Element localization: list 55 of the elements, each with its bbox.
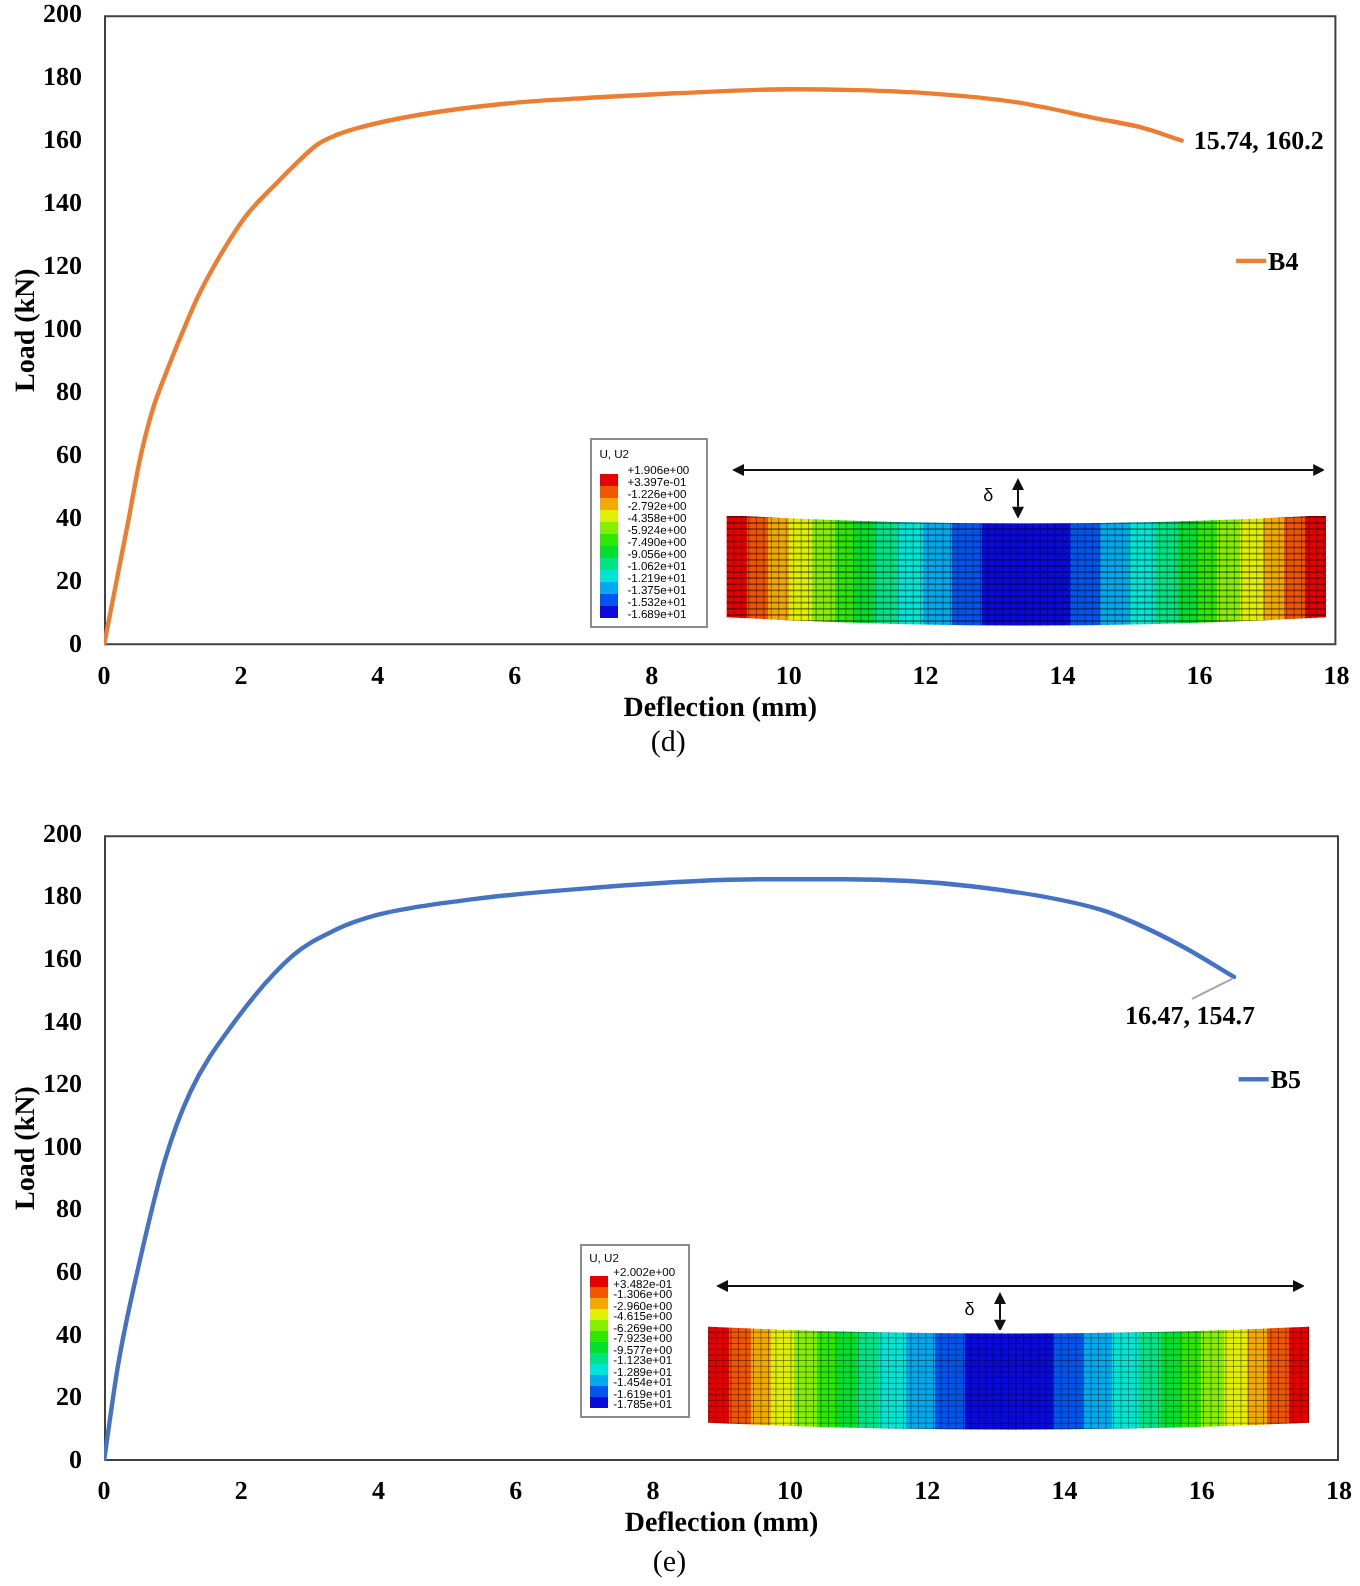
x-tick-label: 14 xyxy=(1049,659,1077,690)
x-tick-label: 12 xyxy=(914,1475,941,1506)
x-tick-label: 8 xyxy=(646,1475,661,1506)
annotation: 16.47, 154.7 xyxy=(1125,999,1257,1030)
y-tick-label: 20 xyxy=(56,1381,82,1412)
x-tick-label: 18 xyxy=(1326,1475,1353,1506)
y-tick-label: 100 xyxy=(43,1130,82,1161)
y-tick-label: 180 xyxy=(43,880,82,911)
x-tick-label: 4 xyxy=(371,1475,386,1506)
y-tick-label: 200 xyxy=(43,0,82,28)
x-tick-label: 16 xyxy=(1188,1475,1216,1506)
y-tick-label: 0 xyxy=(69,1443,82,1474)
x-tick-label: 0 xyxy=(97,659,111,690)
y-tick-label: 0 xyxy=(69,627,82,658)
x-tick-label: 10 xyxy=(777,1475,804,1506)
x-axis-title: Deflection (mm) xyxy=(624,1509,819,1540)
x-tick-label: 2 xyxy=(234,1475,248,1506)
x-tick-label: 8 xyxy=(645,659,660,690)
y-tick-label: 120 xyxy=(43,249,82,280)
text: (d) xyxy=(650,727,686,760)
annotation: δ xyxy=(964,1298,975,1319)
x-tick-label: 0 xyxy=(97,1475,111,1506)
y-tick-label: 40 xyxy=(56,501,82,532)
y-tick-label: 100 xyxy=(43,312,82,343)
x-tick-label: 12 xyxy=(912,659,939,690)
y-axis-title: Load (kN) xyxy=(12,267,43,393)
x-tick-label: 4 xyxy=(371,659,386,690)
x-tick-label: 18 xyxy=(1323,659,1351,690)
y-tick-label: 140 xyxy=(43,186,82,217)
y-tick-label: 80 xyxy=(56,375,82,406)
y-tick-label: 60 xyxy=(56,438,82,469)
x-tick-label: 6 xyxy=(508,659,523,690)
legend-label: B4 xyxy=(1268,245,1300,276)
x-axis-title: Deflection (mm) xyxy=(623,693,818,724)
line-series xyxy=(104,87,1184,646)
y-tick-label: 180 xyxy=(43,60,82,91)
y-tick-label: 120 xyxy=(43,1068,82,1099)
y-tick-label: 140 xyxy=(43,1005,82,1036)
x-tick-label: 16 xyxy=(1186,659,1214,690)
x-tick-label: 2 xyxy=(234,659,248,690)
y-tick-label: 60 xyxy=(56,1255,82,1286)
y-tick-label: 80 xyxy=(56,1193,82,1224)
y-tick-label: 40 xyxy=(56,1318,82,1349)
annotation: δ xyxy=(983,485,994,506)
x-tick-label: 6 xyxy=(509,1475,524,1506)
y-tick-label: 160 xyxy=(43,123,82,154)
y-tick-label: 160 xyxy=(43,943,82,974)
text: (e) xyxy=(652,1547,687,1580)
x-tick-label: 14 xyxy=(1051,1475,1079,1506)
y-tick-label: 20 xyxy=(56,564,82,595)
annotation: 15.74, 160.2 xyxy=(1193,125,1324,156)
y-axis-title: Load (kN) xyxy=(12,1085,43,1210)
legend-label: B5 xyxy=(1270,1063,1302,1094)
y-tick-label: 200 xyxy=(43,817,82,848)
x-tick-label: 10 xyxy=(775,659,802,690)
